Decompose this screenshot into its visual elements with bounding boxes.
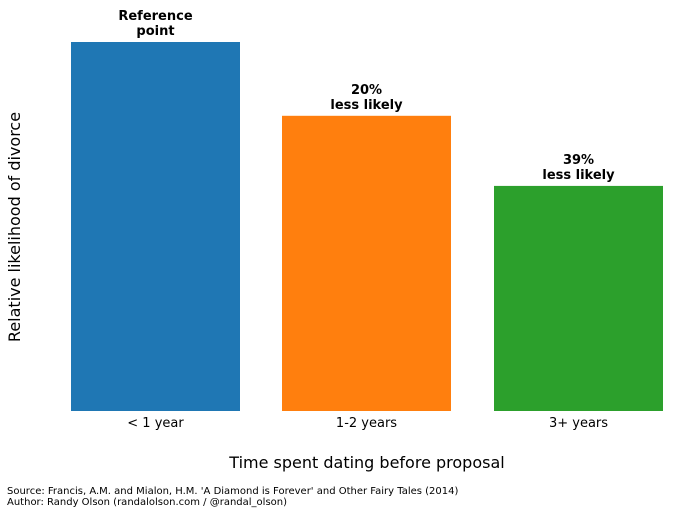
bar-annotation: less likely: [542, 168, 615, 183]
bar-annotation: less likely: [330, 98, 403, 113]
author-note: Author: Randy Olson (randalolson.com / @…: [7, 497, 288, 508]
bar-1: [282, 115, 451, 412]
bar-annotation: 20%: [351, 83, 382, 98]
x-tick-label: 1-2 years: [336, 416, 397, 431]
source-note: Source: Francis, A.M. and Mialon, H.M. '…: [7, 486, 459, 497]
y-axis-label: Relative likelihood of divorce: [5, 112, 24, 342]
x-axis-label: Time spent dating before proposal: [228, 453, 504, 472]
bar-2: [494, 185, 663, 411]
bar-annotation: Reference: [118, 9, 192, 24]
x-tick-label: 3+ years: [549, 416, 608, 431]
x-tick-label: < 1 year: [127, 416, 184, 431]
bar-annotation: 39%: [563, 153, 594, 168]
bar-annotation: point: [136, 24, 174, 39]
bar-0: [71, 42, 240, 411]
